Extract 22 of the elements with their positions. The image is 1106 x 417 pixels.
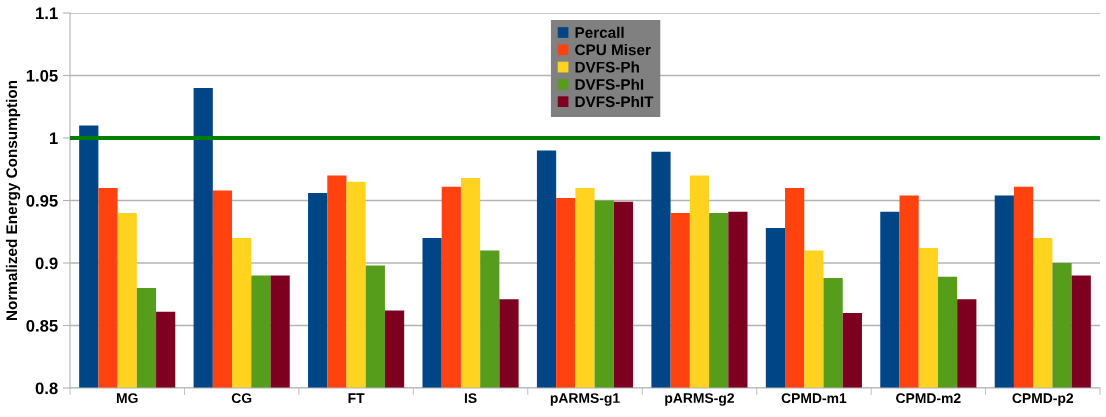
- y-tick-label: 0.85: [26, 319, 58, 332]
- x-tick-label: CPMD-m2: [896, 393, 961, 404]
- y-tick-label: 1.1: [36, 7, 58, 20]
- x-tick-label: MG: [116, 393, 138, 404]
- legend-label: Percall: [575, 26, 624, 38]
- x-tick-label: FT: [348, 393, 365, 403]
- legend-label: DVFS-PhIT: [575, 95, 654, 108]
- x-tick-label: pARMS-g2: [665, 393, 734, 406]
- y-axis-title: Normalized Energy Consumption: [5, 80, 21, 321]
- x-tick-label: pARMS-g1: [550, 393, 620, 406]
- legend-label: CPU Miser: [575, 44, 651, 56]
- y-tick-label: 0.95: [26, 194, 58, 207]
- x-tick-label: IS: [464, 393, 477, 404]
- x-tick-label: CG: [231, 393, 252, 404]
- y-tick-label: 0.8: [35, 382, 58, 395]
- y-tick-label: 0.9: [35, 257, 58, 270]
- x-tick-label: CPMD-m1: [781, 393, 847, 404]
- y-tick-label: 1.05: [26, 69, 58, 82]
- y-tick-label: 1: [49, 132, 58, 145]
- x-tick-label: CPMD-p2: [1012, 393, 1074, 406]
- legend-label: DVFS-Ph: [575, 61, 639, 73]
- legend-label: DVFS-PhI: [575, 78, 644, 90]
